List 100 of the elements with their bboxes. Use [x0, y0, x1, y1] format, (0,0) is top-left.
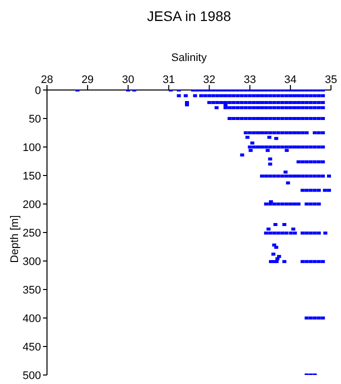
point: [214, 106, 219, 110]
point: [308, 160, 313, 164]
point: [248, 146, 252, 148]
point: [224, 94, 228, 98]
point: [304, 202, 309, 206]
y-tick-label: 450: [22, 341, 41, 354]
point: [268, 174, 272, 178]
point: [296, 94, 301, 98]
point: [211, 94, 216, 98]
point: [273, 223, 278, 226]
point: [215, 101, 220, 104]
point: [308, 188, 313, 192]
point: [300, 260, 305, 264]
point: [260, 131, 264, 134]
point: [320, 131, 325, 134]
point: [232, 117, 236, 120]
point: [316, 146, 321, 148]
point: [320, 146, 325, 148]
point: [296, 146, 301, 148]
point: [252, 94, 256, 98]
y-tick-label: 0: [34, 84, 41, 97]
point: [268, 106, 272, 110]
point: [308, 146, 313, 148]
point: [284, 101, 288, 104]
point: [256, 131, 260, 134]
point: [300, 146, 305, 148]
point: [288, 94, 292, 98]
point: [260, 117, 264, 120]
point: [296, 160, 301, 164]
point: [288, 146, 292, 148]
point: [292, 202, 296, 206]
point: [320, 94, 325, 98]
point: [296, 101, 301, 104]
point: [288, 101, 292, 104]
point: [272, 131, 276, 134]
point: [312, 188, 317, 192]
point: [250, 142, 254, 145]
point: [264, 117, 268, 120]
point: [211, 101, 216, 104]
point: [312, 202, 317, 206]
point: [280, 202, 284, 206]
point: [304, 160, 309, 164]
point: [276, 101, 280, 104]
point: [274, 260, 279, 264]
point: [292, 117, 296, 120]
point: [292, 101, 296, 104]
point: [284, 131, 288, 134]
point: [272, 232, 276, 235]
y-tick-label: 200: [22, 198, 41, 211]
point: [304, 260, 309, 264]
point: [244, 117, 248, 120]
point: [312, 232, 317, 235]
point: [228, 106, 232, 110]
point: [244, 94, 248, 98]
x-tick-label: 33: [244, 74, 256, 86]
point: [288, 202, 292, 206]
point: [260, 94, 264, 98]
x-tick-label: 34: [284, 74, 297, 86]
x-tick-label: 35: [324, 74, 338, 86]
point: [248, 148, 253, 152]
point: [326, 188, 331, 192]
point: [248, 106, 252, 110]
point: [236, 101, 240, 104]
point: [282, 260, 286, 264]
point: [232, 94, 236, 98]
point: [292, 131, 296, 134]
point: [308, 106, 313, 110]
point: [252, 106, 256, 110]
point: [272, 101, 276, 104]
point: [320, 174, 325, 178]
point: [260, 146, 264, 148]
point: [300, 160, 305, 164]
point: [308, 260, 313, 264]
x-tick-label: 31: [162, 74, 175, 86]
point: [228, 94, 232, 98]
point: [252, 101, 256, 104]
point: [300, 106, 305, 110]
point: [276, 202, 280, 206]
y-tick-label: 300: [22, 256, 41, 268]
point: [316, 131, 321, 134]
point: [272, 117, 276, 120]
point: [207, 101, 212, 104]
point: [252, 131, 256, 134]
point: [304, 316, 309, 320]
y-axis-title: Depth [m]: [9, 214, 21, 265]
point: [300, 94, 305, 98]
point: [245, 136, 250, 139]
point: [292, 174, 296, 178]
x-tick-label: 32: [203, 74, 216, 86]
point: [252, 117, 256, 120]
point: [304, 146, 309, 148]
point: [274, 246, 278, 249]
point: [256, 146, 260, 148]
point: [316, 101, 321, 104]
point: [252, 146, 256, 148]
point: [248, 101, 252, 104]
point: [184, 94, 188, 98]
point: [224, 101, 228, 104]
point: [316, 106, 321, 110]
point: [207, 94, 212, 98]
